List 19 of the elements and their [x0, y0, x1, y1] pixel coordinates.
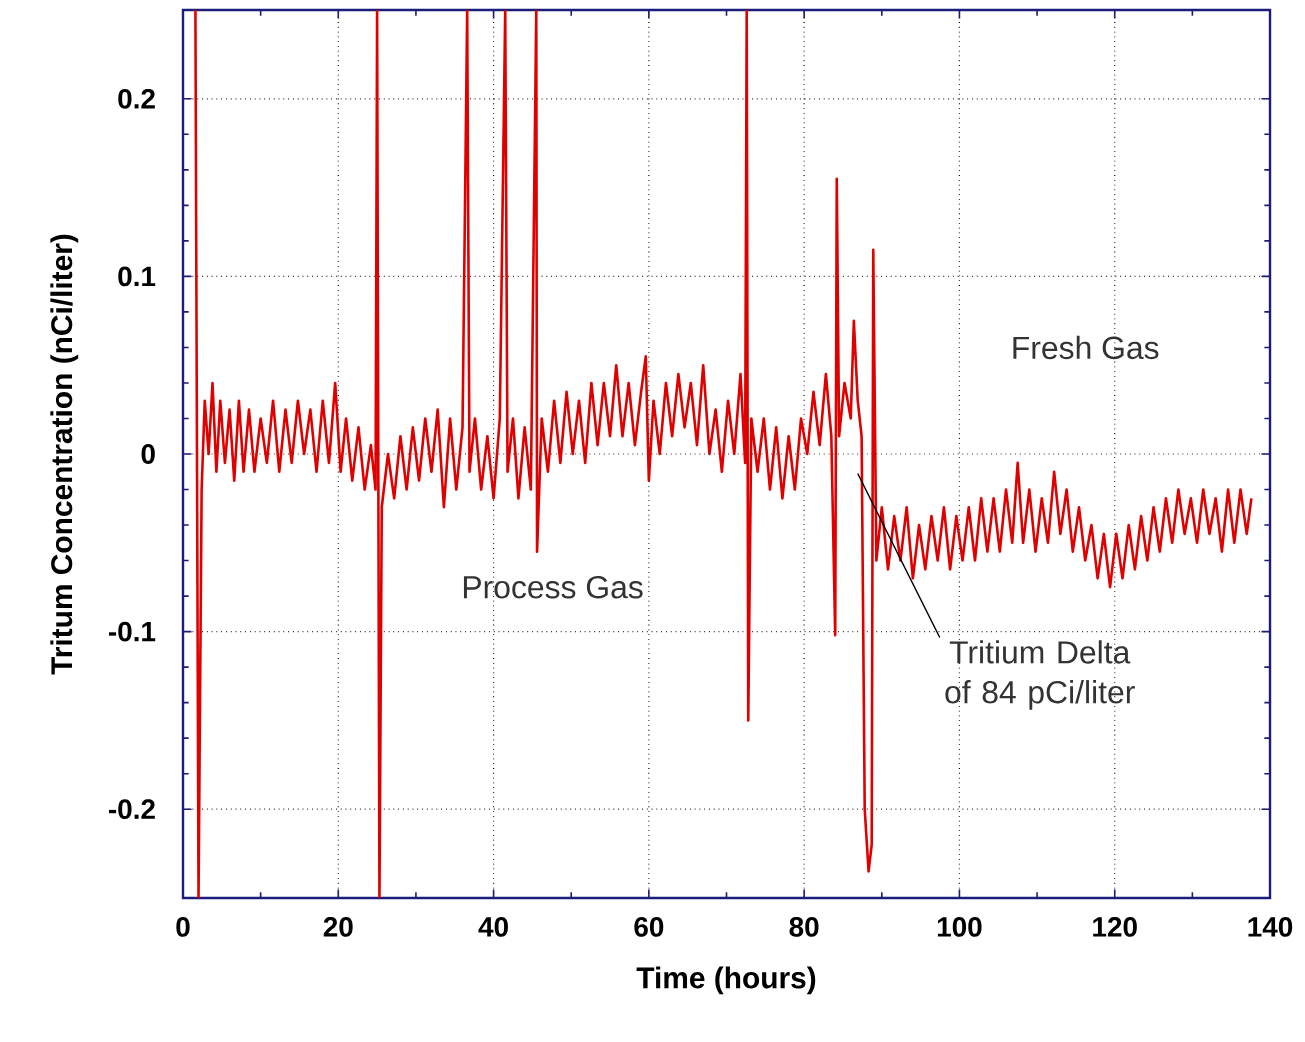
x-tick-label: 0	[176, 917, 190, 937]
x-tick-label: 20	[323, 917, 353, 937]
annotation: Fresh Gas	[1013, 335, 1159, 360]
line-series	[194, 9, 1253, 898]
x-tick-label: 80	[789, 917, 819, 937]
y-tick-label: -0.2	[108, 799, 155, 820]
y-tick-label: 0.1	[118, 266, 156, 287]
y-tick-label: 0.2	[118, 88, 155, 109]
y-axis-title: Tritum Concentration (nCi/liter)	[50, 234, 79, 675]
annotation: Tritium Delta of 84 pCi/liter	[945, 640, 1135, 710]
y-tick-label: 0	[141, 444, 155, 464]
annotation: Process Gas	[463, 575, 643, 599]
x-tick-label: 140	[1248, 917, 1293, 937]
x-tick-label: 120	[1093, 917, 1137, 937]
x-tick-label: 60	[634, 917, 664, 937]
x-tick-label: 40	[478, 917, 508, 937]
x-axis-title: Time (hours)	[636, 966, 816, 995]
y-tick-label: -0.1	[108, 621, 156, 642]
x-tick-label: 100	[937, 917, 982, 937]
